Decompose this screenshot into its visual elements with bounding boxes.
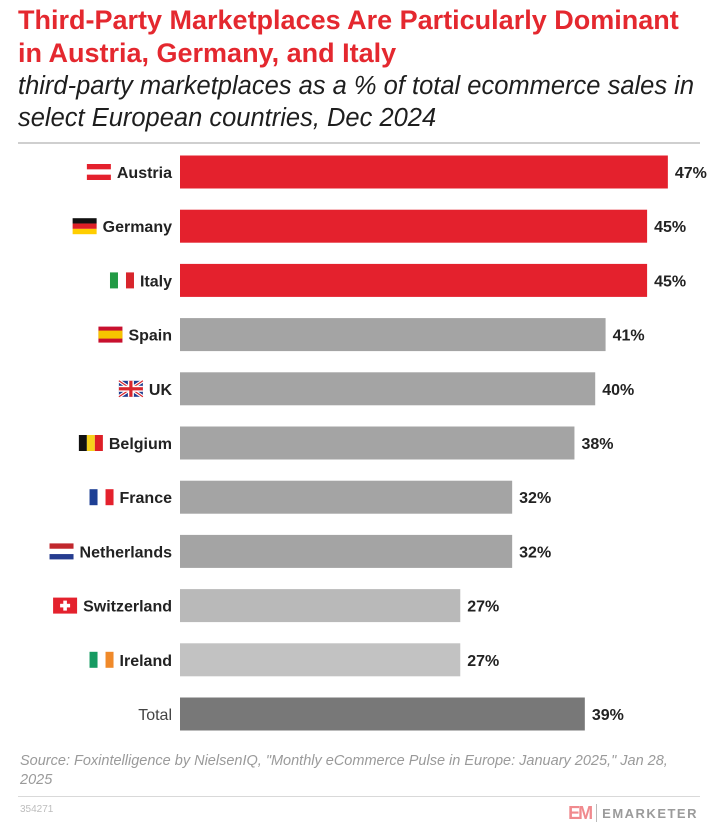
uk-flag (117, 379, 144, 399)
logo-wordmark: EMARKETER (602, 805, 698, 821)
value-label-germany: 45% (654, 219, 686, 236)
category-label-italy: Italy (140, 273, 172, 290)
value-label-austria: 47% (675, 165, 707, 182)
bar-belgium (180, 426, 575, 460)
category-label-netherlands: Netherlands (80, 544, 173, 561)
category-label-germany: Germany (103, 219, 172, 236)
value-label-france: 32% (519, 490, 551, 507)
category-label-ireland: Ireland (120, 653, 172, 670)
category-label-france: France (120, 490, 173, 507)
category-label-uk: UK (149, 382, 173, 399)
category-label-switzerland: Switzerland (83, 599, 172, 616)
top-divider (18, 142, 700, 144)
bar-spain (180, 318, 606, 352)
value-label-uk: 40% (602, 382, 634, 399)
value-label-total: 39% (592, 707, 624, 724)
france-flag (89, 489, 114, 506)
austria-flag (86, 164, 111, 180)
bottom-divider (18, 796, 700, 797)
chart-subtitle: third-party marketplaces as a % of total… (18, 72, 695, 132)
value-label-ireland: 27% (467, 653, 499, 670)
bar-austria (180, 155, 668, 189)
netherlands-flag (49, 543, 74, 560)
switzerland-flag (53, 597, 78, 614)
category-label-austria: Austria (117, 165, 172, 182)
spain-flag (98, 326, 123, 343)
category-label-belgium: Belgium (109, 436, 172, 453)
ireland-flag (89, 651, 114, 668)
belgium-flag (78, 435, 103, 451)
chart-title: Third-Party Marketplaces Are Particularl… (18, 5, 679, 68)
logo-mark: EM (568, 802, 593, 823)
source-note: Source: Foxintelligence by NielsenIQ, "M… (20, 753, 668, 788)
bar-total (180, 697, 585, 731)
value-label-belgium: 38% (581, 436, 613, 453)
bar-germany (180, 209, 648, 243)
value-label-italy: 45% (654, 273, 686, 290)
bar-italy (180, 263, 648, 297)
chart-id: 354271 (20, 804, 54, 815)
bar-chart: Austria 47% Germany 45% Italy 45% Spain 41% UK 40… (49, 155, 707, 731)
italy-flag (109, 272, 134, 289)
bar-switzerland (180, 589, 461, 623)
bar-uk (180, 372, 596, 406)
category-label-spain: Spain (128, 328, 172, 345)
value-label-spain: 41% (613, 328, 645, 345)
value-label-switzerland: 27% (467, 599, 499, 616)
bar-france (180, 480, 513, 514)
value-label-netherlands: 32% (519, 544, 551, 561)
category-label-total: Total (138, 707, 172, 724)
bar-ireland (180, 643, 461, 677)
bar-netherlands (180, 534, 513, 568)
logo-divider (596, 804, 598, 822)
emarketer-logo: EM EMARKETER (568, 800, 698, 826)
germany-flag (72, 218, 97, 235)
